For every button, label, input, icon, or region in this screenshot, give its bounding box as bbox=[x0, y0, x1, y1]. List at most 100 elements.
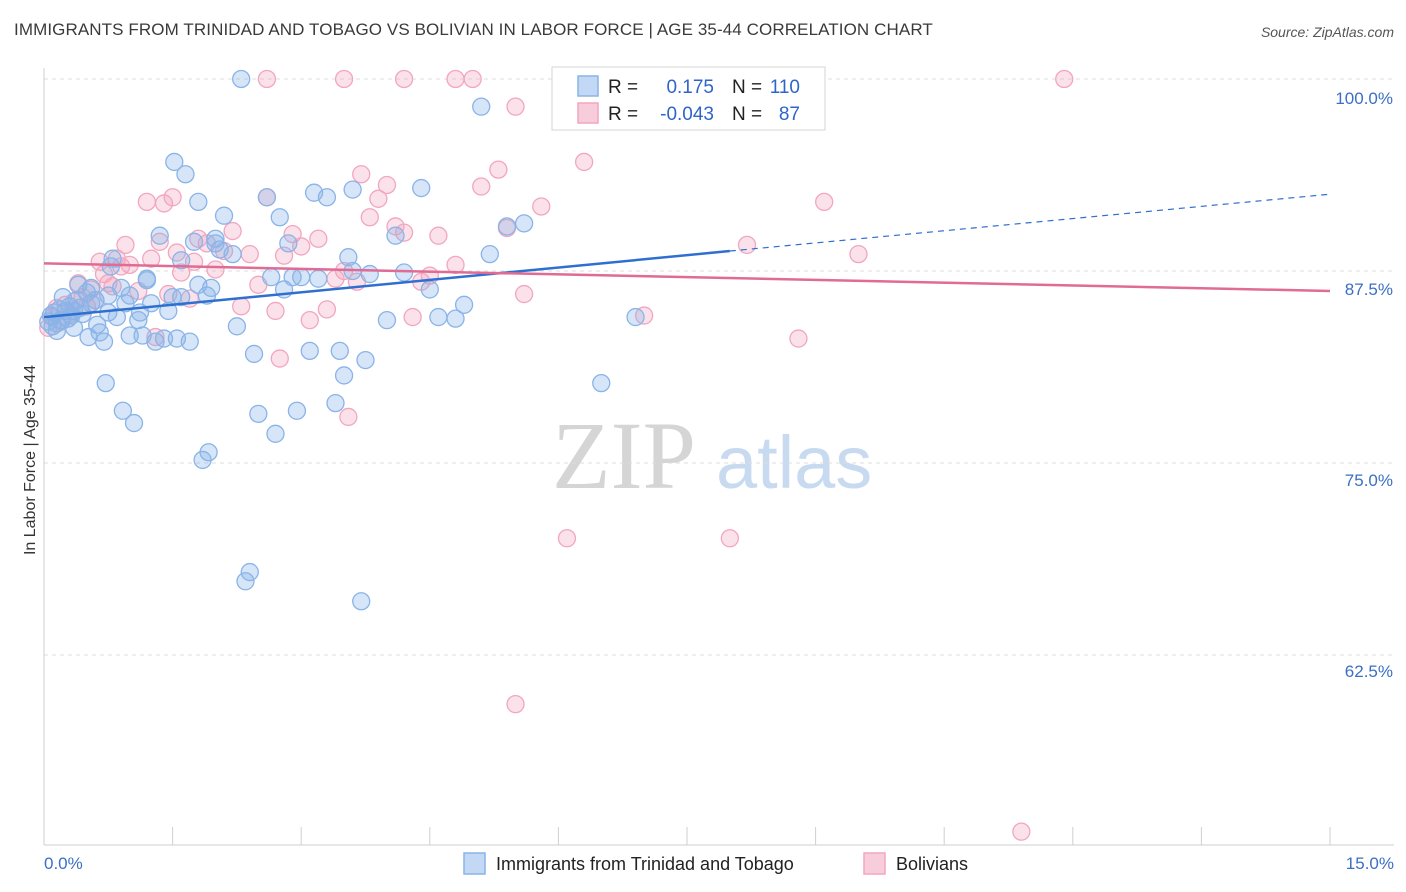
trinidad-point bbox=[82, 278, 101, 298]
trinidad-trend-extension bbox=[729, 193, 1331, 252]
trinidad-point bbox=[107, 307, 127, 327]
bolivian-point bbox=[506, 695, 525, 714]
trinidad-point bbox=[377, 311, 397, 330]
x-tick-label-min: 0.0% bbox=[44, 854, 83, 873]
series-legend-swatch-bolivians bbox=[863, 852, 886, 875]
trinidad-trend-line bbox=[43, 249, 730, 319]
bolivian-point bbox=[489, 160, 508, 179]
y-tick-label-75: 75.0% bbox=[1345, 471, 1393, 490]
bolivian-point bbox=[557, 529, 577, 548]
bolivian-point bbox=[514, 284, 534, 304]
bolivian-point bbox=[232, 297, 251, 316]
bolivian-point bbox=[506, 97, 525, 116]
trinidad-point bbox=[47, 321, 67, 341]
legend-r-value-1: 0.175 bbox=[666, 77, 714, 98]
trinidad-point bbox=[309, 269, 328, 288]
bolivian-point bbox=[737, 235, 757, 255]
trinidad-point bbox=[120, 326, 139, 345]
trinidad-point bbox=[394, 263, 414, 282]
trinidad-point bbox=[334, 366, 354, 385]
trinidad-point bbox=[199, 443, 218, 462]
legend-n-value-2: 87 bbox=[779, 104, 800, 125]
trinidad-point bbox=[142, 294, 161, 313]
trinidad-point bbox=[292, 267, 311, 287]
trinidad-point bbox=[223, 244, 242, 264]
trinidad-point bbox=[257, 188, 277, 207]
trinidad-point bbox=[270, 208, 289, 227]
legend-r-value-2: -0.043 bbox=[660, 104, 714, 125]
trinidad-point bbox=[249, 404, 268, 423]
bolivian-trend-line bbox=[43, 262, 1331, 293]
trinidad-point bbox=[244, 344, 264, 364]
bolivian-point bbox=[352, 165, 371, 184]
source-label: Source: ZipAtlas.com bbox=[1260, 24, 1394, 40]
trinidad-point bbox=[279, 234, 298, 253]
trinidad-point bbox=[262, 267, 281, 287]
bolivian-point bbox=[317, 300, 337, 319]
trinidad-point bbox=[172, 287, 191, 307]
trinidad-point bbox=[240, 562, 259, 582]
legend-r-label-2: R = bbox=[608, 104, 638, 125]
trinidad-point bbox=[343, 180, 362, 199]
trinidad-point bbox=[339, 248, 358, 267]
bolivian-point bbox=[720, 529, 740, 548]
trinidad-point bbox=[189, 275, 208, 294]
bolivian-point bbox=[429, 226, 448, 245]
bolivian-point bbox=[116, 235, 135, 255]
trinidad-point bbox=[184, 232, 204, 251]
trinidad-point bbox=[326, 393, 345, 413]
bolivian-point bbox=[206, 260, 225, 279]
bolivian-point bbox=[403, 307, 422, 327]
bolivian-point bbox=[360, 208, 379, 227]
bolivian-point bbox=[472, 177, 491, 196]
trinidad-point bbox=[514, 214, 534, 233]
bolivian-point bbox=[849, 244, 868, 264]
y-tick-label-62-5: 62.5% bbox=[1345, 662, 1393, 681]
trinidad-point bbox=[429, 307, 448, 327]
bolivian-point bbox=[574, 152, 594, 172]
bolivian-point bbox=[369, 189, 388, 208]
bolivian-point bbox=[300, 311, 319, 330]
x-tick-label-max: 15.0% bbox=[1346, 854, 1394, 873]
bolivian-point bbox=[446, 69, 465, 89]
trinidad-point bbox=[214, 206, 234, 225]
bolivian-point bbox=[142, 249, 161, 268]
bolivian-point bbox=[163, 188, 182, 207]
bolivian-point bbox=[309, 229, 328, 248]
y-tick-label-87-5: 87.5% bbox=[1345, 280, 1393, 299]
trinidad-point bbox=[236, 572, 255, 591]
trinidad-point bbox=[472, 97, 491, 116]
trinidad-point bbox=[626, 307, 645, 327]
bolivian-point bbox=[1012, 822, 1031, 841]
trinidad-point bbox=[189, 192, 208, 212]
legend-n-label-1: N = bbox=[732, 77, 762, 98]
trinidad-point bbox=[300, 341, 319, 361]
trinidad-point bbox=[165, 152, 184, 172]
trinidad-point bbox=[317, 188, 337, 207]
trinidad-point bbox=[356, 350, 375, 370]
y-tick-label-100: 100.0% bbox=[1335, 89, 1393, 108]
trinidad-point bbox=[176, 165, 195, 184]
trinidad-point bbox=[90, 323, 109, 342]
series-legend-label-bolivians: Bolivians bbox=[896, 854, 968, 874]
bolivian-point bbox=[150, 232, 169, 251]
stats-legend: R = 0.175 N = 110 R = -0.043 N = 87 bbox=[551, 66, 826, 131]
trinidad-point bbox=[232, 69, 251, 89]
legend-swatch-trinidad bbox=[577, 75, 599, 97]
bolivian-point bbox=[532, 197, 551, 216]
legend-n-value-1: 110 bbox=[770, 77, 800, 98]
trinidad-point bbox=[386, 226, 405, 245]
legend-n-label-2: N = bbox=[732, 104, 762, 125]
y-axis-title: In Labor Force | Age 35-44 bbox=[22, 365, 39, 555]
trinidad-point bbox=[227, 317, 247, 336]
trinidad-point bbox=[154, 329, 174, 348]
bolivian-point bbox=[815, 192, 834, 212]
trinidad-point bbox=[120, 286, 139, 305]
trinidad-point bbox=[96, 373, 115, 393]
bolivian-point bbox=[270, 349, 289, 368]
chart-title: IMMIGRANTS FROM TRINIDAD AND TOBAGO VS B… bbox=[14, 20, 933, 39]
trinidad-point bbox=[64, 301, 84, 321]
bolivian-point bbox=[463, 69, 482, 89]
series-legend-swatch-trinidad bbox=[463, 852, 486, 875]
trinidad-point bbox=[172, 251, 191, 270]
